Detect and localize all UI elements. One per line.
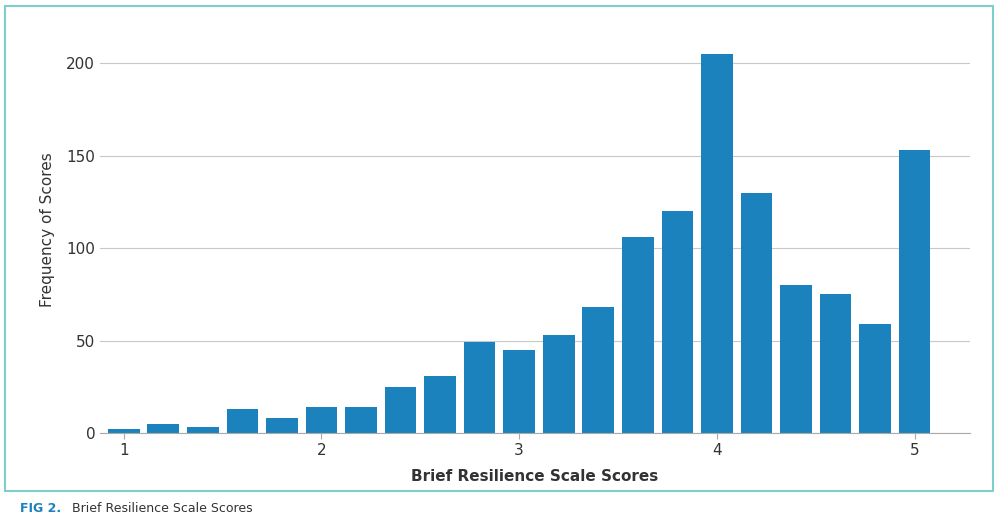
- Bar: [108, 429, 140, 433]
- Bar: [227, 409, 258, 433]
- Bar: [147, 424, 179, 433]
- Bar: [741, 193, 772, 433]
- Bar: [266, 418, 298, 433]
- Bar: [503, 350, 535, 433]
- Bar: [701, 54, 733, 433]
- Bar: [464, 343, 495, 433]
- Y-axis label: Frequency of Scores: Frequency of Scores: [40, 152, 55, 307]
- Bar: [820, 295, 851, 433]
- Text: FIG 2.: FIG 2.: [20, 502, 61, 515]
- Bar: [662, 211, 693, 433]
- Bar: [859, 324, 891, 433]
- Text: Brief Resilience Scale Scores: Brief Resilience Scale Scores: [68, 502, 253, 515]
- Bar: [899, 150, 930, 433]
- Bar: [385, 387, 416, 433]
- X-axis label: Brief Resilience Scale Scores: Brief Resilience Scale Scores: [411, 469, 659, 485]
- Bar: [187, 428, 219, 433]
- Bar: [582, 307, 614, 433]
- Bar: [780, 285, 812, 433]
- Bar: [543, 335, 575, 433]
- Bar: [306, 407, 337, 433]
- Bar: [622, 237, 654, 433]
- Bar: [345, 407, 377, 433]
- Bar: [424, 376, 456, 433]
